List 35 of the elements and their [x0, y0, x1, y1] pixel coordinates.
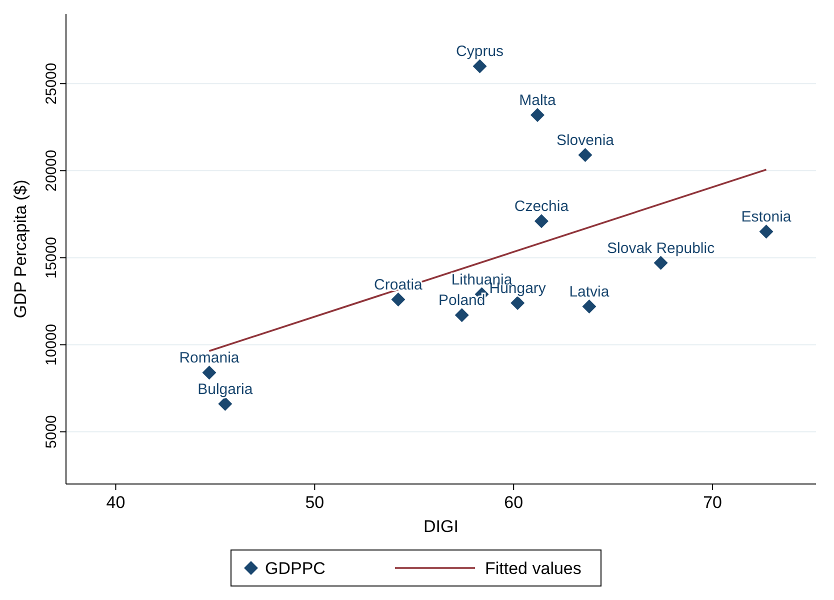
- point: [582, 299, 596, 314]
- point: [454, 308, 469, 322]
- point: [391, 292, 406, 306]
- point: [510, 296, 525, 310]
- point: [472, 59, 487, 74]
- y-axis-title: GDP Percapita ($): [11, 180, 30, 318]
- x-tick-label: 60: [504, 493, 524, 512]
- legend-label: Fitted values: [485, 559, 582, 578]
- y-tick-label: 5000: [43, 415, 60, 448]
- point: [530, 108, 544, 122]
- x-tick-label: 70: [703, 493, 722, 512]
- annotation: Czechia: [514, 198, 570, 216]
- point: [654, 256, 668, 270]
- point: [578, 148, 592, 162]
- y-tick-label: 15000: [43, 236, 60, 279]
- annotation: Latvia: [569, 283, 610, 300]
- legend-label: GDPPC: [265, 559, 326, 578]
- y-tick-label: 10000: [43, 324, 60, 366]
- annotation: Cyprus: [456, 43, 504, 60]
- x-tick-label: 40: [106, 493, 126, 512]
- annotation: Slovenia: [556, 132, 615, 149]
- annotation: Romania: [179, 350, 240, 367]
- annotation: Malta: [519, 92, 556, 109]
- annotation: Poland: [438, 292, 486, 310]
- point: [759, 224, 774, 239]
- annotation: Bulgaria: [198, 380, 254, 398]
- annotation: Slovak Republic: [607, 240, 716, 257]
- point: [202, 366, 216, 380]
- x-tick-label: 50: [305, 493, 324, 512]
- point: [218, 396, 232, 411]
- point: [534, 214, 548, 228]
- y-tick-label: 25000: [43, 62, 60, 104]
- y-tick-label: 20000: [43, 150, 60, 192]
- annotation: Estonia: [741, 208, 792, 226]
- x-axis-title: DIGI: [424, 517, 458, 536]
